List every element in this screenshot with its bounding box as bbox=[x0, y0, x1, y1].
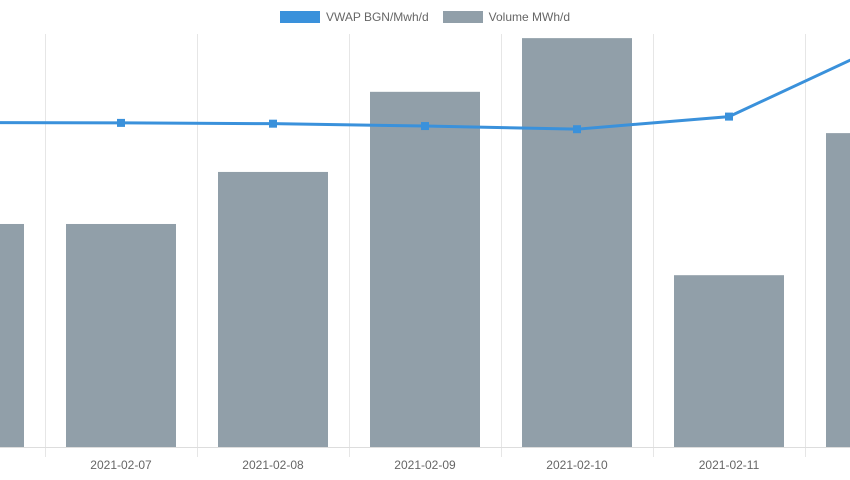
point-vwap bbox=[269, 119, 277, 128]
x-tick-label: 2021-02-08 bbox=[242, 458, 304, 472]
bar-volume bbox=[218, 171, 328, 447]
legend-item-vwap[interactable]: VWAP BGN/Mwh/d bbox=[279, 10, 429, 24]
bar-volume bbox=[370, 91, 480, 447]
point-vwap bbox=[725, 112, 733, 121]
bar-volume bbox=[522, 38, 632, 447]
x-tick-label: 2021-02-07 bbox=[90, 458, 152, 472]
x-tick-label: 2021-02-10 bbox=[546, 458, 608, 472]
point-vwap bbox=[573, 125, 581, 134]
point-vwap bbox=[117, 118, 125, 127]
point-vwap bbox=[421, 122, 429, 131]
legend-swatch-volume bbox=[442, 11, 483, 23]
bar-volume bbox=[826, 133, 850, 447]
bar-volume bbox=[0, 223, 24, 447]
legend: VWAP BGN/Mwh/d Volume MWh/d bbox=[0, 6, 850, 28]
legend-label-vwap: VWAP BGN/Mwh/d bbox=[325, 10, 429, 24]
legend-swatch-vwap bbox=[279, 11, 320, 23]
bar-volume bbox=[674, 275, 784, 447]
legend-label-volume: Volume MWh/d bbox=[488, 10, 571, 24]
legend-item-volume[interactable]: Volume MWh/d bbox=[442, 10, 571, 24]
x-tick-label: 2021-02-09 bbox=[394, 458, 456, 472]
x-tick-label: 2021-02-11 bbox=[699, 458, 760, 472]
bar-volume bbox=[66, 223, 176, 447]
